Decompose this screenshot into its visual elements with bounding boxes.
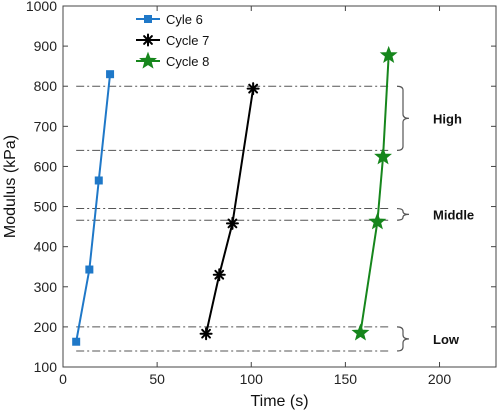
legend-label: Cyle 6 (166, 12, 203, 27)
legend: Cyle 6 Cycle 7 Cycle 8 (136, 12, 209, 69)
y-tick-label: 100 (34, 359, 58, 375)
band-label: High (433, 111, 462, 126)
data-point (374, 147, 392, 165)
band-label: Low (433, 332, 460, 347)
reference-lines-layer (76, 85, 389, 352)
y-tick-label: 900 (34, 38, 58, 54)
legend-item: Cycle 7 (136, 33, 209, 48)
data-point (199, 327, 213, 341)
legend-marker (141, 33, 155, 47)
data-point (212, 268, 226, 282)
series-group (199, 82, 260, 341)
x-tick-label: 200 (428, 371, 452, 387)
x-axis-title: Time (s) (250, 393, 308, 410)
band-brace (396, 85, 410, 151)
y-tick-label: 300 (34, 279, 58, 295)
series-line (75, 74, 112, 342)
y-tick-label: 200 (34, 319, 58, 335)
y-tick-label: 800 (34, 78, 58, 94)
band-brace (396, 326, 410, 352)
legend-marker (139, 51, 157, 69)
y-axis-title: Modulus (kPa) (2, 135, 19, 238)
series-group (351, 45, 398, 341)
x-tick-label: 100 (240, 371, 264, 387)
band-annotations-layer: High Middle Low (396, 85, 474, 352)
y-tick-label: 600 (34, 158, 58, 174)
asterisk-stroke (201, 328, 211, 339)
series-layer (72, 45, 398, 346)
legend-label: Cycle 8 (166, 54, 209, 69)
data-point (94, 176, 103, 185)
asterisk-stroke (143, 35, 153, 45)
data-point (351, 323, 370, 341)
data-point (85, 265, 94, 274)
data-point (225, 216, 239, 230)
data-point (246, 82, 260, 96)
legend-item: Cyle 6 (136, 12, 203, 27)
data-point (379, 45, 398, 63)
y-tick-label: 700 (34, 118, 58, 134)
asterisk-stroke (248, 83, 259, 94)
y-tick-label: 1000 (26, 0, 57, 14)
plot-frame (62, 5, 497, 368)
legend-item: Cycle 8 (136, 51, 209, 69)
y-tick-label: 500 (34, 199, 58, 215)
asterisk-stroke (214, 269, 225, 280)
axis-ticks-layer: 100 200 300 400 500 600 700 800 900 1000 0 50 100 150… (26, 0, 496, 387)
data-point (106, 70, 115, 79)
asterisk-stroke (227, 218, 238, 229)
series-group (72, 70, 115, 346)
data-point (72, 337, 81, 346)
series-line (205, 88, 255, 334)
data-point (368, 212, 387, 230)
band-label: Middle (433, 207, 474, 222)
x-tick-label: 50 (149, 371, 165, 387)
series-line (359, 55, 390, 334)
legend-marker (144, 15, 152, 23)
y-tick-label: 400 (34, 239, 58, 255)
band-brace (396, 207, 410, 221)
x-tick-label: 0 (59, 371, 67, 387)
x-tick-label: 150 (334, 371, 358, 387)
legend-label: Cycle 7 (166, 33, 209, 48)
